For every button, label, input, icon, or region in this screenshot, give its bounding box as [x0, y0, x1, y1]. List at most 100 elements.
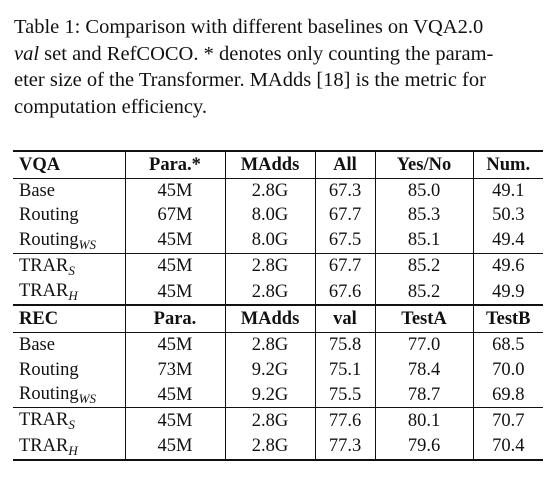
table-cell: 2.8G	[225, 407, 316, 434]
method-subscript: S	[68, 262, 75, 278]
method-name: TRARS	[13, 407, 126, 434]
method-name: TRARS	[13, 252, 126, 280]
table-row: RoutingWS 45M 8.0G 67.5 85.1 49.4	[13, 227, 543, 254]
results-table-container: VQA Para.* MAdds All Yes/No Num. Base 45M 2.8G 67…	[13, 150, 543, 461]
table-row: Routing 73M 9.2G 75.1 78.4 70.0	[13, 357, 543, 383]
method-name: TRARH	[13, 279, 126, 306]
vqa-section: VQA Para.* MAdds All Yes/No Num. Base 45M 2.8G 67…	[13, 150, 543, 306]
table-cell: 8.0G	[225, 203, 316, 228]
table-cell: 75.8	[315, 332, 376, 358]
table-row: Base 45M 2.8G 67.3 85.0 49.1	[13, 178, 543, 204]
method-label: Routing	[19, 384, 79, 405]
table-cell: 77.3	[315, 433, 376, 461]
table-cell: 77.0	[375, 332, 474, 358]
method-label: Base	[19, 181, 55, 201]
column-header: Para.*	[125, 150, 226, 179]
method-label: Base	[19, 335, 55, 356]
table-cell: 68.5	[473, 332, 543, 358]
table-row: RoutingWS 45M 9.2G 75.5 78.7 69.8	[13, 382, 543, 408]
column-header: VQA	[13, 150, 126, 179]
table-cell: 70.0	[492, 359, 525, 380]
method-name: Routing	[13, 357, 126, 383]
method-label: TRAR	[19, 255, 69, 276]
method-subscript: H	[68, 288, 78, 304]
column-header: TestA	[375, 304, 474, 333]
method-label: Routing	[19, 359, 79, 380]
table-cell: 45M	[125, 382, 226, 408]
table-cell: 67.3	[315, 178, 376, 204]
table-cell: 49.9	[492, 281, 525, 302]
method-subscript: H	[68, 442, 78, 458]
table-cell: 2.8G	[225, 433, 316, 461]
table-cell: 50.3	[492, 205, 525, 226]
table-cell: 79.6	[375, 433, 474, 461]
method-name: Routing	[13, 203, 126, 228]
method-label: Routing	[19, 205, 79, 226]
table-cell: 2.8G	[225, 332, 316, 358]
table-row: TRARS 45M 2.8G 77.6 80.1 70.7	[13, 407, 543, 434]
table-cell: 49.6	[473, 252, 543, 280]
results-table: VQA Para.* MAdds All Yes/No Num. Base 45M 2.8G 67…	[13, 150, 543, 461]
method-name: Base	[13, 178, 126, 204]
table-cell: 9.2G	[225, 382, 316, 408]
method-label: TRAR	[19, 410, 69, 431]
method-subscript: S	[68, 417, 75, 433]
table-row: TRARS 45M 2.8G 67.7 85.2 49.6	[13, 252, 543, 280]
table-cell: 67.7	[315, 203, 376, 228]
vqa-header-row: VQA Para.* MAdds All Yes/No Num.	[13, 150, 543, 179]
column-header: All	[315, 150, 376, 179]
column-header: MAdds	[225, 304, 316, 333]
table-cell: 2.8G	[225, 252, 316, 280]
table-cell: 9.2G	[225, 357, 316, 383]
table-cell: 85.2	[375, 279, 474, 306]
column-header: TestB	[473, 304, 543, 333]
caption-text: Table 1: Comparison with different basel…	[14, 16, 484, 38]
table-cell: 75.5	[315, 382, 376, 408]
table-cell: 45M	[125, 227, 226, 254]
table-cell: 73M	[125, 357, 226, 383]
table-cell: 70.7	[473, 407, 543, 434]
column-header: val	[315, 304, 376, 333]
method-name: TRARH	[13, 433, 126, 461]
table-cell: 67M	[125, 203, 226, 228]
method-label: Routing	[19, 229, 79, 250]
rec-section: REC Para. MAdds val TestA TestB Base 45M 2.8G 75.…	[13, 304, 543, 461]
rec-header-row: REC Para. MAdds val TestA TestB	[13, 304, 543, 333]
column-header: REC	[13, 304, 126, 333]
table-cell: 75.1	[315, 357, 376, 383]
table-cell: 67.6	[315, 279, 376, 306]
table-cell: 80.1	[375, 407, 474, 434]
caption-text: computation efficiency.	[14, 95, 207, 118]
table-row: Routing 67M 8.0G 67.7 85.3 50.3	[13, 203, 543, 228]
table-cell: 69.8	[492, 384, 525, 405]
table-cell: 77.6	[315, 407, 376, 434]
method-label: TRAR	[19, 435, 69, 456]
table-cell: 45M	[125, 433, 226, 461]
column-header: Para.	[125, 304, 226, 333]
table-cell: 67.5	[315, 227, 376, 254]
method-label: TRAR	[19, 281, 69, 302]
table-cell: 78.4	[375, 357, 474, 383]
table-cell: 70.4	[473, 433, 543, 461]
table-cell: 85.3	[375, 203, 474, 228]
method-subscript: WS	[78, 391, 96, 407]
method-name: Base	[13, 332, 126, 358]
column-header: Yes/No	[375, 150, 474, 179]
table-cell: 2.8G	[225, 279, 316, 306]
table-caption: Table 1: Comparison with different basel…	[14, 14, 546, 120]
table-cell: 45M	[125, 332, 226, 358]
caption-text: eter size of the Transformer. MAdds [18]…	[14, 69, 486, 91]
column-header: Num.	[473, 150, 543, 179]
table-cell: 45M	[125, 252, 226, 280]
table-cell: 45M	[125, 407, 226, 434]
table-cell: 85.1	[375, 227, 474, 254]
table-row: TRARH 45M 2.8G 77.3 79.6 70.4	[13, 433, 543, 461]
table-row: Base 45M 2.8G 75.8 77.0 68.5	[13, 332, 543, 358]
table-cell: 49.4	[492, 230, 525, 251]
table-cell: 45M	[125, 279, 226, 306]
method-name: RoutingWS	[13, 227, 126, 254]
caption-text: set and RefCOCO. * denotes only counting…	[44, 42, 494, 65]
table-cell: 78.7	[375, 382, 474, 408]
table-cell: 85.0	[375, 178, 474, 204]
table-cell: 67.7	[315, 252, 376, 280]
